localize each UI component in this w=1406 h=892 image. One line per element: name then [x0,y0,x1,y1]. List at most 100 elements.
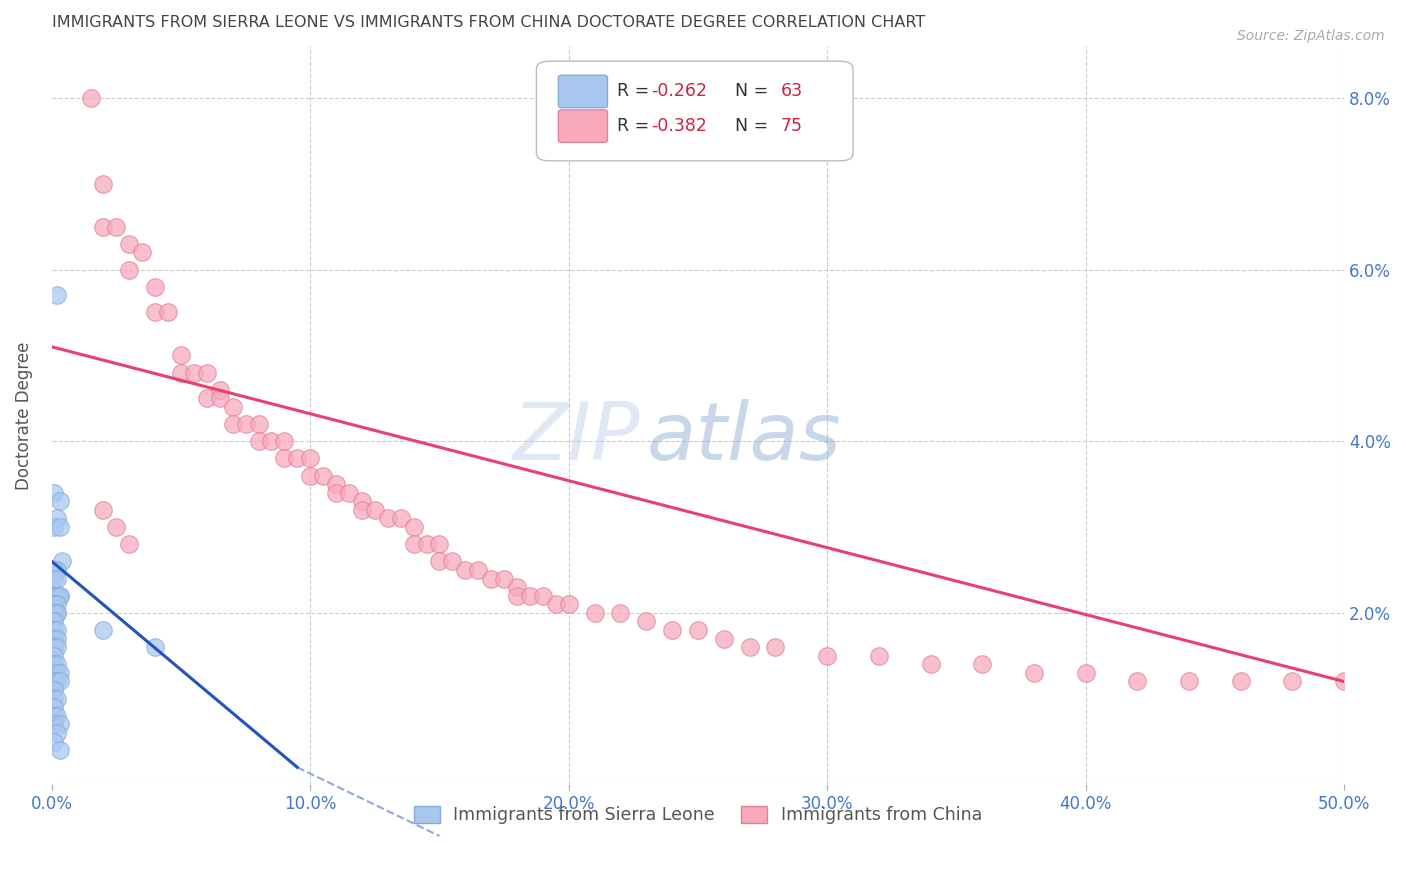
Point [48,520,70,534]
Point [285,451,308,466]
Point [45,726,67,740]
Point [45,589,67,603]
Point [402,537,425,551]
Text: ZIP: ZIP [512,399,640,476]
Point [41,691,63,706]
Point [183,366,205,380]
Point [506,580,529,594]
Point [44,734,66,748]
Point [93,623,115,637]
Point [93,177,115,191]
Point [45,665,67,680]
Legend: Immigrants from Sierra Leone, Immigrants from China: Immigrants from Sierra Leone, Immigrants… [406,799,990,831]
Point [157,305,180,319]
Point [44,485,66,500]
Point [41,589,63,603]
Point [479,572,502,586]
Point [467,563,489,577]
Point [45,640,67,655]
Point [44,606,66,620]
Point [45,708,67,723]
Point [44,606,66,620]
Point [45,657,67,672]
Point [44,700,66,714]
Point [221,417,243,431]
Point [868,648,890,663]
Point [208,383,231,397]
Point [44,691,66,706]
Point [44,572,66,586]
Point [350,503,373,517]
Point [45,606,67,620]
Point [79,91,101,105]
Point [45,288,67,302]
Point [377,511,399,525]
Point [273,434,295,449]
Text: -0.262: -0.262 [651,82,707,101]
Point [41,632,63,646]
Point [41,572,63,586]
Point [44,589,66,603]
Point [44,657,66,672]
Point [325,485,347,500]
Point [45,691,67,706]
Point [44,717,66,731]
Point [713,632,735,646]
Point [415,537,437,551]
Text: N =: N = [724,117,773,136]
Point [44,606,66,620]
Point [170,366,193,380]
Point [45,674,67,689]
Text: N =: N = [724,82,773,101]
Point [48,743,70,757]
Point [45,572,67,586]
Point [441,554,464,568]
Point [494,572,516,586]
FancyBboxPatch shape [558,75,607,108]
Point [1333,674,1355,689]
Point [1022,665,1045,680]
FancyBboxPatch shape [537,62,853,161]
Point [41,615,63,629]
Text: R =: R = [616,117,654,136]
Point [44,640,66,655]
Point [41,597,63,611]
Point [195,392,218,406]
Point [972,657,994,672]
Point [51,554,73,568]
Point [337,485,360,500]
Point [48,674,70,689]
Point [45,511,67,525]
Y-axis label: Doctorate Degree: Doctorate Degree [15,342,32,490]
Point [1074,665,1097,680]
Point [544,597,567,611]
Point [686,623,709,637]
Point [143,305,166,319]
Point [44,683,66,698]
Point [661,623,683,637]
Point [44,708,66,723]
Point [325,477,347,491]
Point [44,615,66,629]
Point [93,503,115,517]
Point [41,640,63,655]
Text: IMMIGRANTS FROM SIERRA LEONE VS IMMIGRANTS FROM CHINA DOCTORATE DEGREE CORRELATI: IMMIGRANTS FROM SIERRA LEONE VS IMMIGRAN… [52,15,925,30]
Point [118,537,141,551]
Point [299,451,322,466]
Point [44,623,66,637]
Point [44,648,66,663]
FancyBboxPatch shape [558,110,607,143]
Point [195,366,218,380]
Point [429,554,451,568]
Text: R =: R = [616,82,654,101]
Point [44,640,66,655]
Point [519,589,541,603]
Text: -0.382: -0.382 [651,117,707,136]
Point [1126,674,1149,689]
Point [44,520,66,534]
Point [45,597,67,611]
Point [609,606,631,620]
Point [93,219,115,234]
Point [557,597,579,611]
Point [45,632,67,646]
